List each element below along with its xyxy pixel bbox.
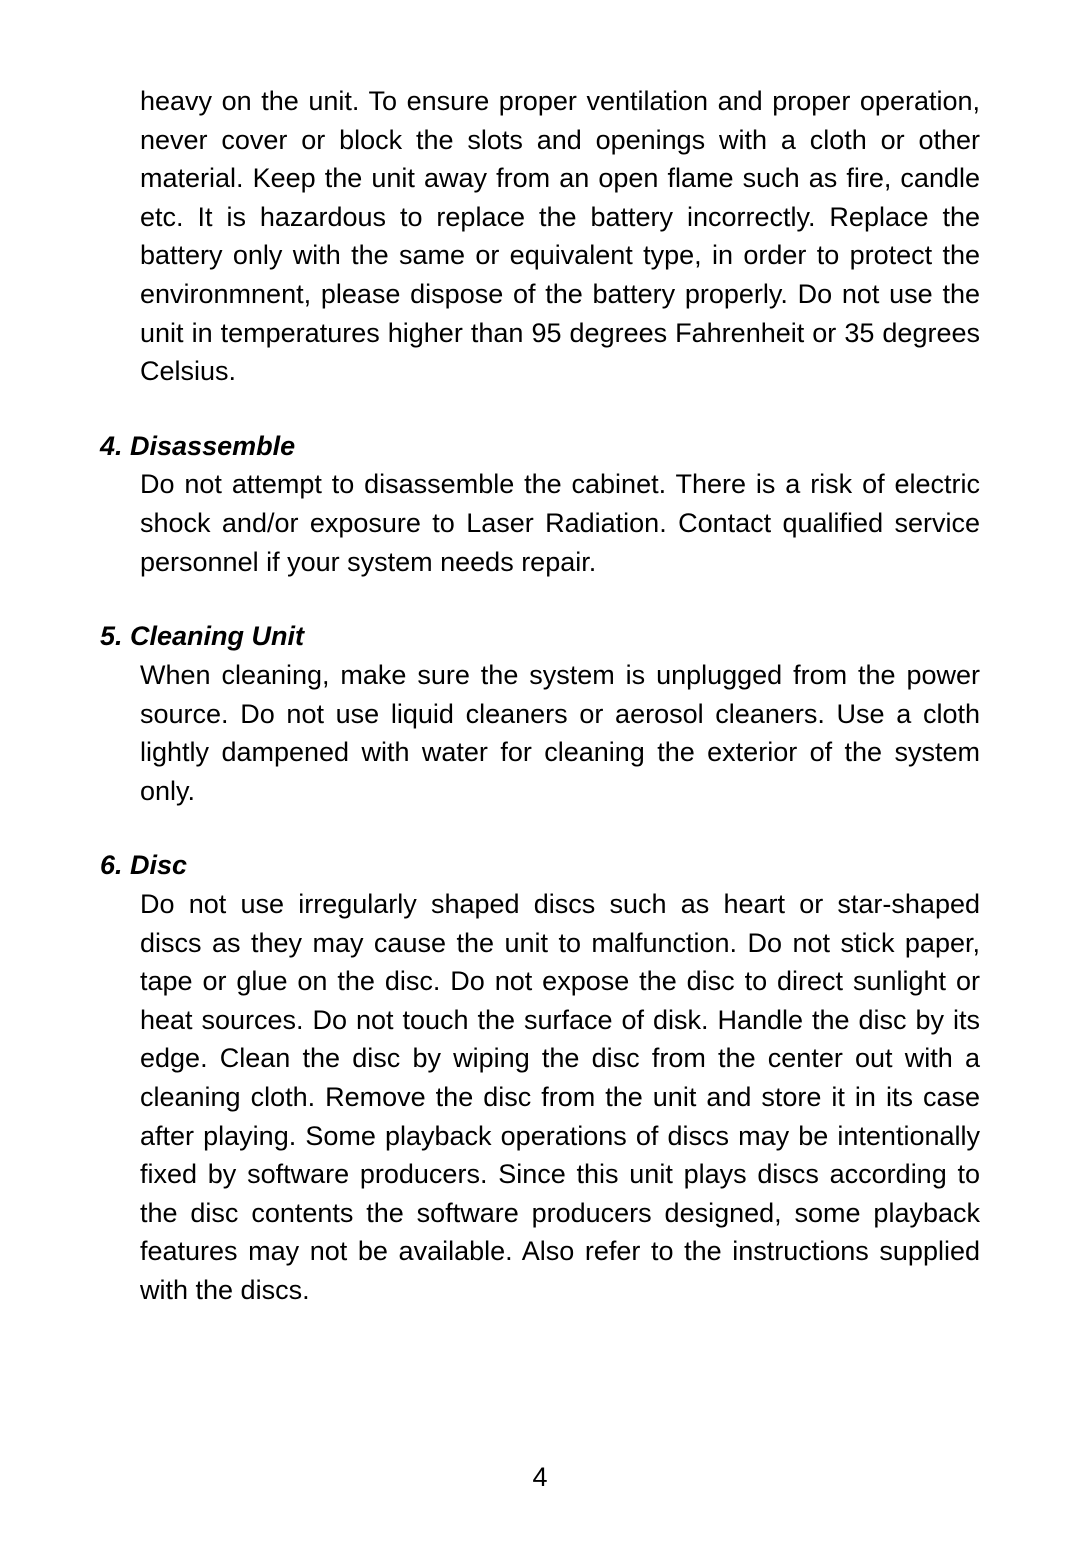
section-5-body-text: When cleaning, make sure the system is u… bbox=[140, 656, 980, 810]
section-6-heading: 6. Disc bbox=[100, 846, 980, 885]
section-4-body-container: Do not attempt to disassemble the cabine… bbox=[100, 465, 980, 581]
section-4-heading: 4. Disassemble bbox=[100, 427, 980, 466]
page-number: 4 bbox=[0, 1462, 1080, 1493]
section-5-body-container: When cleaning, make sure the system is u… bbox=[100, 656, 980, 810]
document-page: heavy on the unit. To ensure proper vent… bbox=[0, 0, 1080, 1310]
section-6-body-text: Do not use irregularly shaped discs such… bbox=[140, 885, 980, 1310]
continuation-body-text: heavy on the unit. To ensure proper vent… bbox=[140, 82, 980, 391]
section-6-body-container: Do not use irregularly shaped discs such… bbox=[100, 885, 980, 1310]
section-5-heading: 5. Cleaning Unit bbox=[100, 617, 980, 656]
continuation-body-container: heavy on the unit. To ensure proper vent… bbox=[100, 82, 980, 391]
section-4-body-text: Do not attempt to disassemble the cabine… bbox=[140, 465, 980, 581]
